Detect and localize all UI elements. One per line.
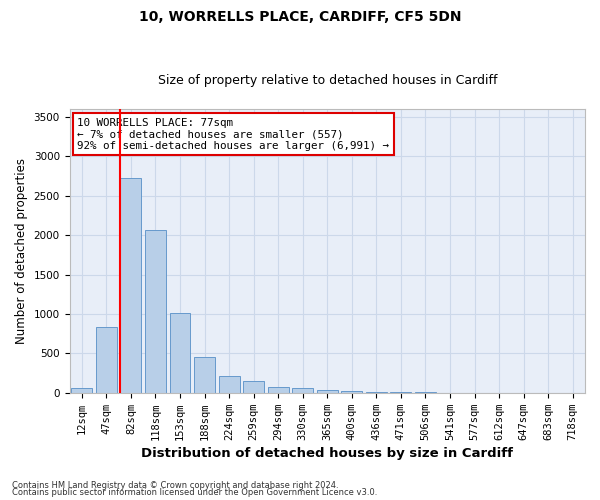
Bar — [391, 392, 412, 393]
Bar — [218, 376, 239, 393]
Bar — [170, 313, 190, 393]
Bar — [121, 178, 142, 393]
Bar — [145, 230, 166, 393]
Title: Size of property relative to detached houses in Cardiff: Size of property relative to detached ho… — [158, 74, 497, 87]
Text: Contains public sector information licensed under the Open Government Licence v3: Contains public sector information licen… — [12, 488, 377, 497]
Bar — [366, 392, 387, 393]
Bar — [317, 390, 338, 393]
Bar — [96, 326, 117, 393]
Y-axis label: Number of detached properties: Number of detached properties — [15, 158, 28, 344]
Bar — [71, 388, 92, 393]
Bar — [292, 388, 313, 393]
Text: Contains HM Land Registry data © Crown copyright and database right 2024.: Contains HM Land Registry data © Crown c… — [12, 480, 338, 490]
Bar — [243, 382, 264, 393]
Text: 10 WORRELLS PLACE: 77sqm
← 7% of detached houses are smaller (557)
92% of semi-d: 10 WORRELLS PLACE: 77sqm ← 7% of detache… — [77, 118, 389, 150]
Text: 10, WORRELLS PLACE, CARDIFF, CF5 5DN: 10, WORRELLS PLACE, CARDIFF, CF5 5DN — [139, 10, 461, 24]
Bar — [341, 391, 362, 393]
Bar — [194, 358, 215, 393]
Bar — [268, 387, 289, 393]
X-axis label: Distribution of detached houses by size in Cardiff: Distribution of detached houses by size … — [141, 447, 513, 460]
